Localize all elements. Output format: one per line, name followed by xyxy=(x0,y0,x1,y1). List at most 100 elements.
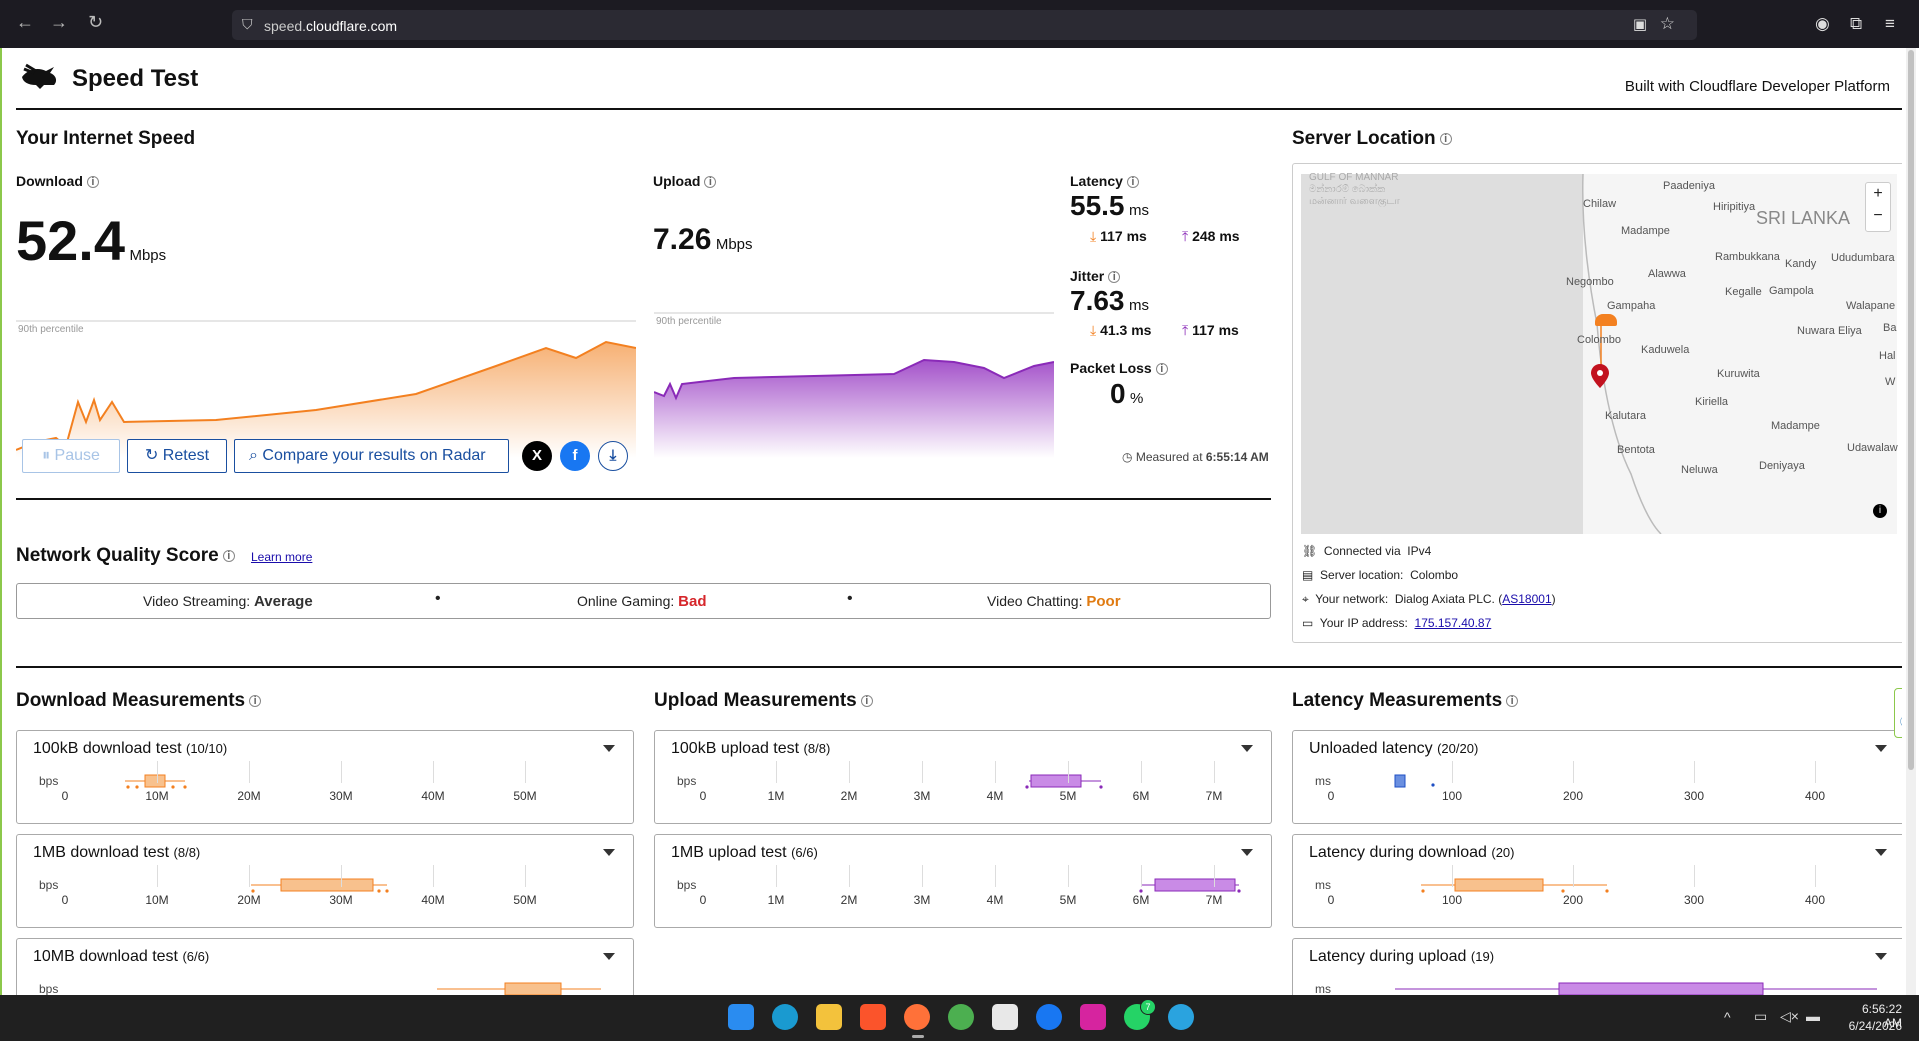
axis-tick-label: 4M xyxy=(986,893,1004,907)
map[interactable]: GULF OF MANNAR මන්නාරම් බොක්ක மன்னார் வளைக… xyxy=(1301,172,1898,534)
loss-unit: % xyxy=(1130,390,1144,407)
page-scrollbar-thumb[interactable] xyxy=(1908,50,1914,770)
axis-tick-label: 0 xyxy=(61,789,69,803)
grid-line xyxy=(849,865,850,887)
windows-start-icon[interactable] xyxy=(728,1004,754,1030)
as-link[interactable]: AS18001 xyxy=(1502,592,1552,606)
firefox-icon[interactable] xyxy=(904,1004,930,1030)
download-test-card[interactable]: 100kB download test (10/10) bps 0 10M 20M 3… xyxy=(16,730,634,824)
retest-button[interactable]: ↻ Retest xyxy=(127,439,227,473)
chevron-down-icon[interactable] xyxy=(1241,849,1253,856)
server-location-row: ▤ Server location: Colombo xyxy=(1302,568,1459,582)
ip-link[interactable]: 175.157.40.87 xyxy=(1414,616,1492,630)
edge-icon[interactable] xyxy=(772,1004,798,1030)
page: Speed Test Built with Cloudflare Develop… xyxy=(0,48,1902,995)
grid-line xyxy=(1694,761,1695,783)
telegram-icon[interactable] xyxy=(1168,1004,1194,1030)
grid-line xyxy=(525,761,526,783)
map-attribution-icon[interactable]: i xyxy=(1873,504,1887,518)
jitter-value: 7.63 xyxy=(1070,285,1125,316)
axis-tick-label: 0 xyxy=(699,893,707,907)
battery-icon[interactable]: ▬ xyxy=(1806,1008,1820,1024)
chrome-icon[interactable] xyxy=(948,1004,974,1030)
download-results-icon[interactable]: ⤓ xyxy=(598,441,628,471)
download-test-card[interactable]: 1MB download test (8/8) bps 0 10M 20M 30M 40… xyxy=(16,834,634,928)
zoom-out-icon[interactable]: − xyxy=(1873,207,1883,224)
chevron-down-icon[interactable] xyxy=(603,745,615,752)
axis-tick-label: 0 xyxy=(1327,893,1335,907)
edge-widget-icon[interactable]: ⓔ xyxy=(1895,711,1902,733)
built-with-link[interactable]: Built with Cloudflare Developer Platform xyxy=(1624,78,1890,95)
download-readout: 52.4 Mbps xyxy=(16,208,166,273)
rabbit-logo-icon xyxy=(22,63,57,89)
extensions-icon[interactable]: ⧉ xyxy=(1850,14,1863,33)
grid-line xyxy=(1573,865,1574,887)
url-host: speed. xyxy=(264,18,307,34)
reload-icon[interactable]: ↻ xyxy=(88,12,104,32)
location-pin-icon[interactable] xyxy=(1591,364,1609,388)
map-place: Hal xyxy=(1879,350,1896,362)
app-icon[interactable] xyxy=(992,1004,1018,1030)
account-icon[interactable]: ◉ xyxy=(1815,14,1830,33)
chevron-down-icon[interactable] xyxy=(1875,745,1887,752)
latency-unit: ms xyxy=(1128,202,1149,219)
learn-more-link[interactable]: Learn more xyxy=(251,550,313,564)
shield-icon: ⛉ xyxy=(242,16,253,32)
volume-muted-icon[interactable]: ◁× xyxy=(1780,1008,1799,1024)
facebook-icon[interactable] xyxy=(1036,1004,1062,1030)
upload-percentile-label: 90th percentile xyxy=(656,316,722,327)
latency-test-card[interactable]: Latency during upload (19) ms xyxy=(1292,938,1902,995)
facebook-share-icon[interactable]: f xyxy=(560,441,590,471)
map-place: Rambukkana xyxy=(1715,251,1780,263)
taskbar-date[interactable]: 6/24/2026 xyxy=(1848,1019,1902,1033)
latency-label: Latency i xyxy=(1070,173,1139,189)
download-test-card[interactable]: 10MB download test (6/6) bps xyxy=(16,938,634,995)
upload-test-card[interactable]: 1MB upload test (6/6) bps 0 1M 2M 3M 4M 5M 6M 7… xyxy=(654,834,1272,928)
info-icon: i xyxy=(1506,694,1519,707)
taskbar-time[interactable]: 6:56:22 AM xyxy=(1861,1002,1902,1030)
map-faded-label: GULF OF MANNAR මන්නාරම් බොක්ක மன்னார் வளைக… xyxy=(1309,172,1400,207)
latency-measurements-title: Latency Measurements i xyxy=(1292,690,1519,712)
forward-icon[interactable]: → xyxy=(50,12,68,32)
latency-test-card[interactable]: Latency during download (20) ms 0 100 200 3… xyxy=(1292,834,1902,928)
info-icon: i xyxy=(860,694,873,707)
address-bar[interactable]: ⛉ speed.cloudflare.com ▣ ☆ xyxy=(232,10,1697,40)
file-explorer-icon[interactable] xyxy=(816,1004,842,1030)
zoom-in-icon[interactable]: + xyxy=(1873,185,1883,202)
chevron-down-icon[interactable] xyxy=(1875,953,1887,960)
pause-button[interactable]: ⏸ Pause xyxy=(22,439,120,473)
menu-icon[interactable]: ≡ xyxy=(1885,14,1895,33)
close-icon[interactable]: ⊗ xyxy=(1895,689,1902,711)
instagram-icon[interactable] xyxy=(1080,1004,1106,1030)
grid-line xyxy=(1452,761,1453,783)
chevron-down-icon[interactable] xyxy=(603,849,615,856)
axis-tick-label: 4M xyxy=(986,789,1004,803)
info-icon: i xyxy=(704,176,717,189)
map-place: Hiripitiya xyxy=(1713,201,1756,213)
chevron-down-icon[interactable] xyxy=(603,953,615,960)
axis-tick-label: 3M xyxy=(913,893,931,907)
grid-line xyxy=(249,761,250,783)
map-place: Kandy xyxy=(1785,258,1817,270)
back-icon[interactable]: ← xyxy=(16,12,34,32)
network-tray-icon[interactable]: ▭ xyxy=(1754,1008,1768,1024)
reader-view-icon[interactable]: ▣ xyxy=(1632,16,1647,33)
chevron-down-icon[interactable] xyxy=(1875,849,1887,856)
grid-line xyxy=(1068,865,1069,887)
compare-radar-button[interactable]: ⌕ Compare your results on Radar xyxy=(234,439,509,473)
grid-line xyxy=(1815,761,1816,783)
upload-test-card[interactable]: 100kB upload test (8/8) bps 0 1M 2M 3M 4M 5M 6… xyxy=(654,730,1272,824)
latency-test-card[interactable]: Unloaded latency (20/20) ms 0 100 200 300 40… xyxy=(1292,730,1902,824)
bookmark-star-icon[interactable]: ☆ xyxy=(1659,14,1675,33)
brave-icon[interactable] xyxy=(860,1004,886,1030)
grid-line xyxy=(341,865,342,887)
map-place-country: SRI LANKA xyxy=(1756,208,1851,228)
x-share-icon[interactable]: X xyxy=(522,441,552,471)
map-place: Chilaw xyxy=(1583,198,1617,210)
chevron-down-icon[interactable] xyxy=(1241,745,1253,752)
tray-chevron-up-icon[interactable]: ^ xyxy=(1724,1009,1731,1025)
download-value: 52.4 xyxy=(16,209,125,272)
axis-tick-label: 400 xyxy=(1804,893,1826,907)
axis-tick-label: 200 xyxy=(1562,893,1584,907)
map-place: Alawwa xyxy=(1648,268,1686,280)
